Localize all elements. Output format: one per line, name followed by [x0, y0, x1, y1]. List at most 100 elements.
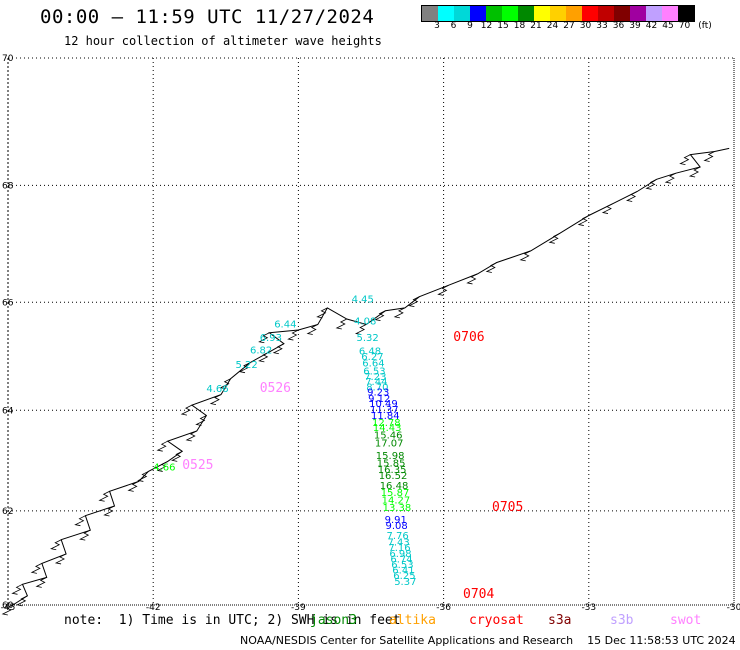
fjord-detail	[258, 351, 270, 363]
colorbar-label: 18	[513, 21, 526, 31]
map-frame	[7, 57, 735, 606]
fjord-detail	[35, 577, 47, 588]
fjord-detail	[548, 232, 560, 244]
colorbar-label: 6	[450, 21, 457, 31]
fjord-detail	[16, 595, 28, 607]
track-time-label: 0525	[182, 458, 213, 473]
lat-tick-label: 64	[2, 406, 14, 416]
wave-height-value: 7.23	[364, 372, 386, 383]
wave-height-value: 7.44	[365, 377, 387, 388]
lat-tick-label: 66	[2, 298, 14, 308]
lon-tick-label: -42	[146, 603, 161, 613]
wave-height-value: 6.53	[391, 560, 413, 571]
track-time-label: 0526	[260, 381, 291, 396]
wave-height-value: 4.45	[352, 294, 374, 305]
wave-height-value: 11.84	[371, 411, 400, 422]
fjord-detail	[219, 378, 231, 390]
fjord-detail	[466, 273, 478, 285]
wave-height-value: 15.46	[374, 431, 403, 442]
colorbar-swatch	[470, 6, 486, 21]
wave-height-value: 10.49	[369, 399, 398, 410]
track-time-label: 0705	[492, 500, 523, 515]
legend-swot: swot	[670, 613, 702, 628]
wave-height-value: 6.27	[361, 352, 383, 363]
fjord-detail	[50, 539, 62, 551]
colorbar-swatch	[422, 6, 438, 21]
wave-height-value: 5.22	[236, 360, 258, 371]
colorbar-label: 36	[612, 21, 625, 31]
fjord-detail	[272, 343, 285, 355]
colorbar-label: 33	[596, 21, 608, 31]
wave-height-value: 6.41	[392, 566, 414, 577]
fjord-detail	[98, 490, 110, 502]
wave-height-value: 6.74	[390, 554, 412, 565]
lat-tick-label: 62	[2, 507, 13, 517]
colorbar-swatch	[438, 6, 454, 21]
fjord-detail	[485, 262, 498, 273]
wave-height-value: 17.07	[375, 438, 404, 449]
lon-tick-label: -30	[727, 603, 740, 613]
colorbar-label: 3	[434, 21, 440, 31]
colorbar-label: 70	[678, 21, 691, 31]
colorbar-swatch	[486, 6, 502, 21]
legend-jason3: jason3	[310, 613, 357, 628]
lon-tick-label: -45	[1, 603, 16, 613]
colorbar-label: 45	[662, 21, 674, 31]
fjord-detail	[171, 450, 183, 462]
fjord-detail	[127, 481, 139, 492]
wave-height-value: 16.48	[380, 481, 409, 492]
colorbar-label: 42	[645, 21, 658, 31]
fjord-detail	[519, 250, 531, 262]
wave-height-value: 4.08	[354, 317, 376, 328]
fjord-detail	[393, 307, 406, 319]
colorbar-swatch	[598, 6, 614, 21]
colorbar-label: (ft)	[698, 21, 712, 31]
wave-height-value: 6.98	[389, 549, 411, 560]
legend-s3a: s3a	[548, 613, 572, 628]
colorbar-label: 12	[480, 21, 493, 31]
fjord-detail	[30, 563, 43, 574]
fjord-detail	[103, 505, 115, 517]
wave-height-value: 9.91	[385, 515, 407, 526]
wave-height-value: 15.85	[377, 458, 406, 469]
wave-height-value: 4.66	[153, 462, 175, 473]
colorbar-swatch	[582, 6, 598, 21]
fjord-detail	[306, 324, 318, 335]
wave-height-value: 7.76	[387, 531, 409, 542]
colorbar-label: 39	[629, 21, 641, 31]
wave-height-value: 6.53	[363, 367, 385, 378]
wave-height-value: 6.82	[250, 346, 272, 357]
lat-lon-grid	[7, 57, 735, 606]
colorbar-swatch	[518, 6, 534, 21]
wave-height-value: 7.43	[388, 537, 410, 548]
fjord-detail	[11, 583, 23, 595]
wave-height-value: 12.78	[372, 418, 401, 429]
lat-tick-label: 70	[2, 54, 14, 64]
footer-note: note: 1) Time is in UTC; 2) SWH is in fe…	[64, 613, 401, 628]
fjord-detail	[54, 553, 67, 565]
fjord-detail	[156, 461, 168, 472]
fjord-detail	[577, 215, 589, 226]
wave-height-value: 16.52	[379, 471, 408, 482]
fjord-detail	[195, 415, 207, 426]
wave-height-colorbar	[421, 5, 695, 22]
wave-height-value: 13.38	[383, 503, 412, 514]
fjord-detail	[688, 166, 701, 178]
colorbar-label: 21	[530, 21, 542, 31]
fjord-detail	[79, 529, 91, 541]
wave-height-value: 6.48	[359, 347, 381, 358]
chart-title: 00:00 – 11:59 UTC 11/27/2024	[40, 6, 375, 28]
fjord-detail	[316, 307, 328, 319]
colorbar-swatch	[678, 6, 694, 21]
wave-height-value: 15.98	[376, 451, 405, 462]
wave-height-value: 14.27	[382, 496, 411, 507]
colorbar-label: 30	[579, 21, 592, 31]
wave-height-value: 6.93	[260, 333, 282, 344]
fjord-detail	[180, 404, 193, 416]
colorbar-swatch	[646, 6, 662, 21]
wave-height-value: 16.35	[378, 465, 407, 476]
fjord-detail	[258, 332, 270, 344]
colorbar-labels: 3 6 9 12 15 18 21 24 27 30 33 36 39 42 45 70 (ft)	[421, 21, 740, 35]
coastline-path	[12, 147, 730, 606]
